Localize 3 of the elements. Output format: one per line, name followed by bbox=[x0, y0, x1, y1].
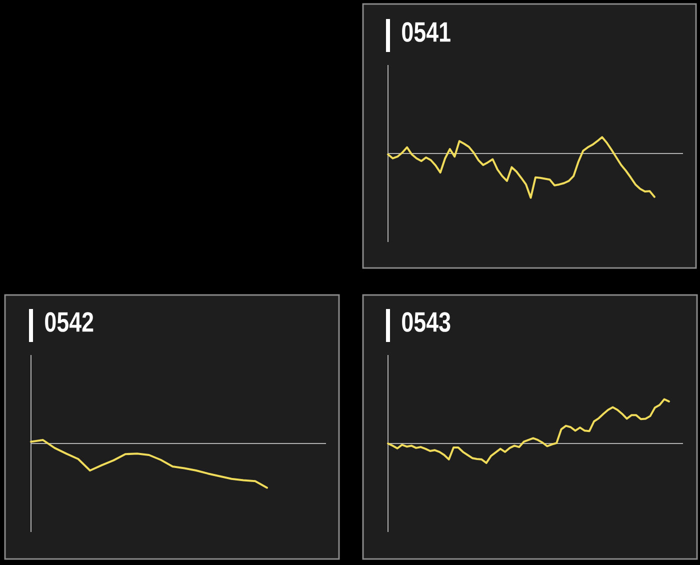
chart-title: 0541 bbox=[402, 22, 450, 42]
chart-title: 0542 bbox=[45, 312, 94, 332]
chart-title: 0543 bbox=[402, 312, 450, 332]
